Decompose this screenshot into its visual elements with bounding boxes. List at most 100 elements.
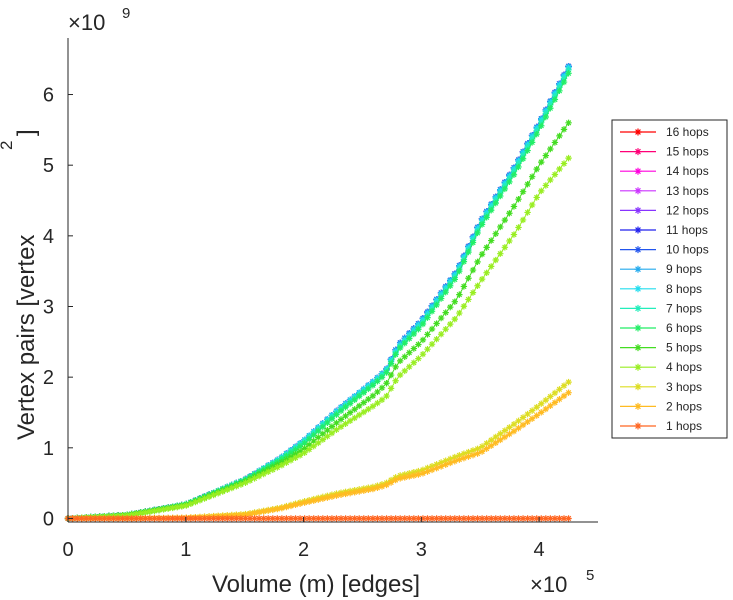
series-point: [447, 304, 453, 310]
series-point: [497, 224, 503, 230]
y-axis-label-main: Vertex pairs [vertex: [13, 235, 40, 440]
series-point: [370, 486, 376, 492]
legend: 16 hops15 hops14 hops13 hops12 hops11 ho…: [612, 120, 727, 438]
series-point: [511, 231, 517, 237]
series-point: [479, 251, 485, 257]
legend-label: 3 hops: [666, 380, 702, 394]
series-line: [68, 70, 569, 519]
series-point: [515, 425, 521, 431]
legend-label: 12 hops: [666, 203, 709, 217]
series-point: [547, 177, 553, 183]
series-point: [524, 181, 530, 187]
series-point: [515, 224, 521, 230]
series-point: [502, 434, 508, 440]
legend-label: 7 hops: [666, 301, 702, 315]
series-point: [383, 380, 389, 386]
series-1-hops: [65, 515, 572, 521]
series-10-hops: [65, 63, 572, 522]
series-point: [315, 496, 321, 502]
series-line: [68, 66, 569, 518]
series-point: [283, 504, 289, 510]
series-point: [497, 250, 503, 256]
y-tick-label: 1: [43, 438, 54, 460]
series-point: [556, 88, 562, 94]
series-point: [543, 114, 549, 120]
series-point: [538, 188, 544, 194]
series-point: [465, 275, 471, 281]
series-point: [493, 434, 499, 440]
legend-marker: [635, 148, 642, 155]
series-15-hops: [65, 63, 572, 522]
x-exponent-power: 5: [586, 567, 594, 584]
series-point: [538, 401, 544, 407]
series-point: [356, 393, 362, 399]
series-point: [565, 155, 571, 161]
series-point: [333, 427, 339, 433]
legend-label: 5 hops: [666, 341, 702, 355]
series-point: [538, 159, 544, 165]
series-point: [488, 263, 494, 269]
legend-label: 2 hops: [666, 399, 702, 413]
series-point: [347, 418, 353, 424]
series-point: [388, 372, 394, 378]
series-point: [520, 156, 526, 162]
series-point: [538, 409, 544, 415]
series-point: [461, 303, 467, 309]
series-point: [470, 239, 476, 245]
series-point: [515, 164, 521, 170]
series-point: [456, 268, 462, 274]
series-point: [511, 203, 517, 209]
series-point: [502, 244, 508, 250]
series-point: [529, 139, 535, 145]
series-point: [565, 515, 571, 521]
x-exponent-base: ×10: [530, 572, 567, 597]
series-point: [474, 283, 480, 289]
series-point: [479, 276, 485, 282]
series-point: [565, 379, 571, 385]
series-4-hops: [65, 155, 572, 522]
series-line: [68, 66, 569, 518]
series-point: [547, 105, 553, 111]
legend-label: 8 hops: [666, 282, 702, 296]
series-point: [288, 503, 294, 509]
series-point: [483, 445, 489, 451]
series-point: [365, 406, 371, 412]
x-tick-label: 2: [298, 539, 309, 561]
series-point: [524, 147, 530, 153]
legend-label: 14 hops: [666, 164, 709, 178]
series-point: [483, 270, 489, 276]
legend-marker: [635, 227, 642, 234]
legend-label: 9 hops: [666, 262, 702, 276]
series-point: [356, 488, 362, 494]
series-point: [374, 485, 380, 491]
series-point: [351, 415, 357, 421]
series-point: [561, 79, 567, 85]
legend-label: 16 hops: [666, 125, 709, 139]
legend-label: 1 hops: [666, 419, 702, 433]
legend-label: 13 hops: [666, 184, 709, 198]
series-13-hops: [65, 63, 572, 522]
series-line: [68, 73, 569, 518]
y-tick-label: 2: [43, 367, 54, 389]
series-point: [520, 422, 526, 428]
series-point: [529, 202, 535, 208]
series-point: [483, 214, 489, 220]
series-2-hops: [65, 389, 572, 521]
legend-label: 4 hops: [666, 360, 702, 374]
series-point: [547, 393, 553, 399]
series-point: [483, 244, 489, 250]
series-point: [502, 217, 508, 223]
series-point: [256, 509, 262, 515]
legend-marker: [635, 246, 642, 253]
series-point: [479, 448, 485, 454]
y-tick-label: 6: [43, 85, 54, 107]
series-16-hops: [65, 63, 572, 522]
y-axis-label-group: Vertex pairs [vertex 2 ]: [0, 129, 40, 440]
legend-label: 10 hops: [666, 243, 709, 257]
series-point: [502, 186, 508, 192]
series-point: [361, 409, 367, 415]
series-point: [538, 123, 544, 129]
legend-marker: [635, 168, 642, 175]
series-point: [529, 407, 535, 413]
series-point: [470, 267, 476, 273]
